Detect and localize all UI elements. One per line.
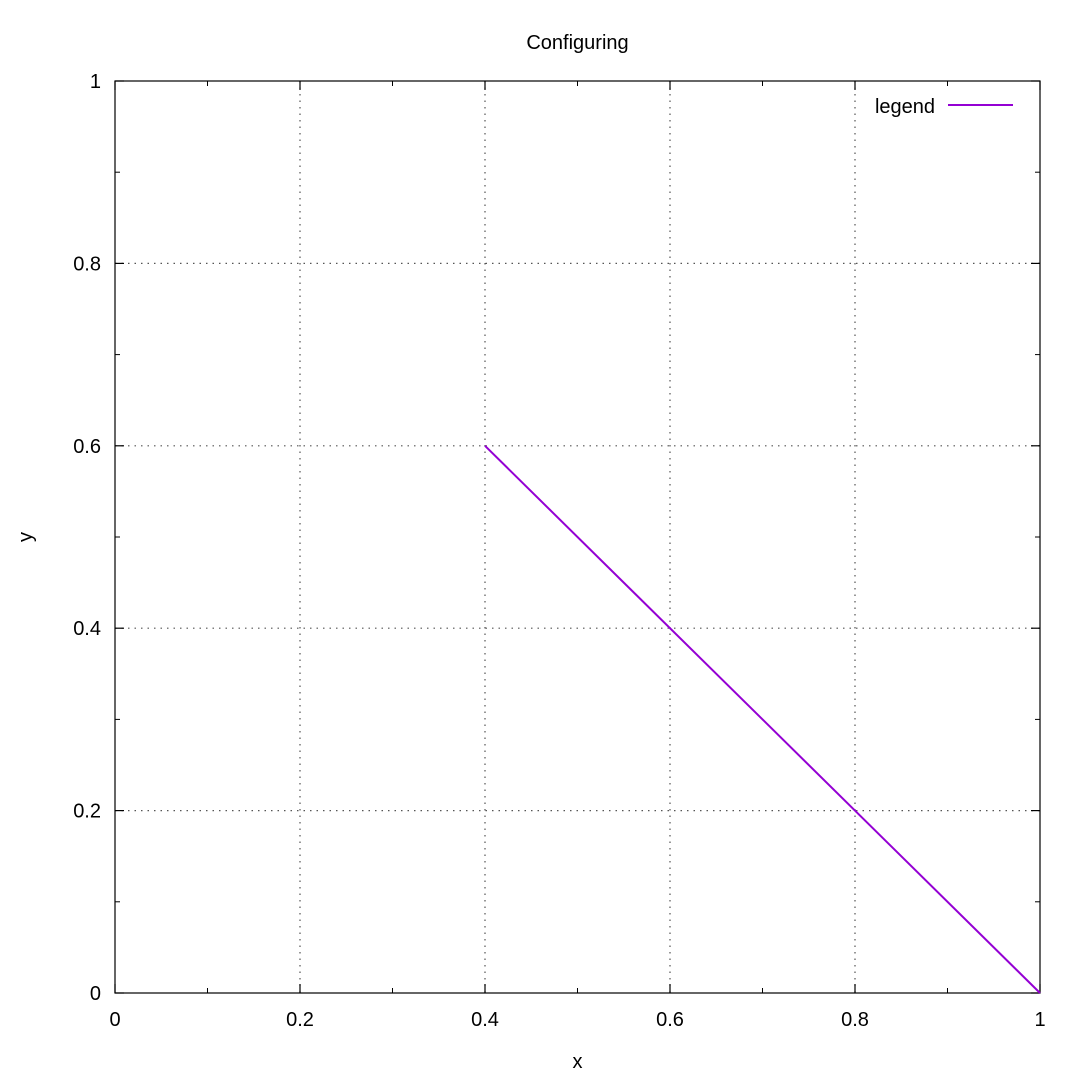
x-tick-label: 0.8 — [841, 1009, 869, 1031]
y-tick-label: 0.4 — [73, 618, 101, 640]
x-tick-label: 0 — [109, 1009, 120, 1031]
series-lines — [484, 445, 1041, 994]
x-tick-label: 1 — [1034, 1009, 1045, 1031]
series-line — [484, 445, 1041, 994]
y-tick-label: 0.6 — [73, 436, 101, 458]
x-tick-label: 0.4 — [471, 1009, 499, 1031]
x-tick-label: 0.6 — [656, 1009, 684, 1031]
y-tick-label: 1 — [90, 71, 101, 93]
chart-title: Configuring — [526, 32, 628, 54]
plot-frame — [114, 80, 1041, 994]
x-axis-label: x — [573, 1051, 583, 1073]
y-tick-label: 0.8 — [73, 253, 101, 275]
legend: legend — [875, 96, 1013, 118]
tick-labels: 0 0.2 0.4 0.6 0.8 1 0 0.2 0.4 0.6 0.8 1 — [73, 71, 1045, 1031]
grid-lines — [115, 81, 1040, 993]
x-tick-label: 0.2 — [286, 1009, 314, 1031]
y-tick-label: 0 — [90, 983, 101, 1005]
legend-entry-label: legend — [875, 96, 935, 118]
y-tick-label: 0.2 — [73, 801, 101, 823]
y-axis-label: y — [15, 532, 37, 542]
